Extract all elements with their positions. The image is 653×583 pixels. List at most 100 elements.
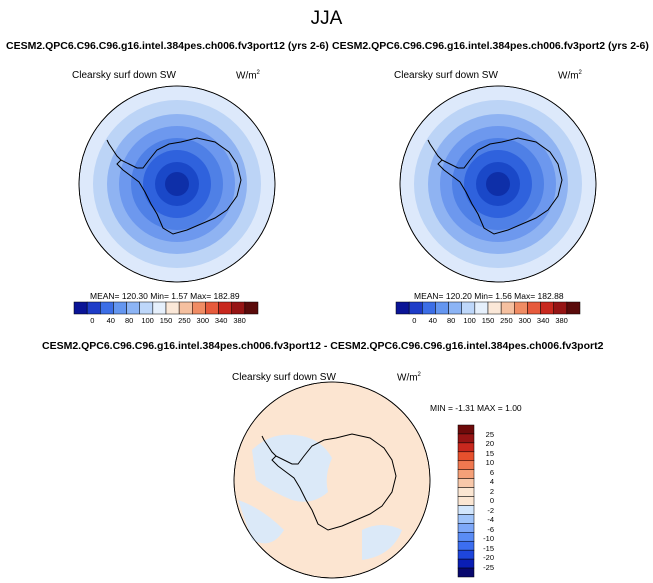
colorbar-swatch xyxy=(553,301,568,315)
colorbar-swatch xyxy=(514,301,528,315)
colorbar-tick-label: 15 xyxy=(485,448,494,458)
colorbar-tick-label: -10 xyxy=(483,534,494,543)
colorbar-swatch xyxy=(113,301,127,315)
peninsula-coastline xyxy=(106,139,122,161)
panel2-variable: Clearsky surf down SW xyxy=(394,70,498,81)
colorbar-swatch xyxy=(422,301,436,315)
panel2-title: CESM2.QPC6.C96.C96.g16.intel.384pes.ch00… xyxy=(332,40,649,52)
colorbar-tick-label: 0 xyxy=(90,316,95,325)
colorbar-tick-label: 100 xyxy=(141,316,154,325)
colorbar-swatch xyxy=(126,301,140,315)
diff-variable: Clearsky surf down SW xyxy=(232,372,336,383)
colorbar-swatch xyxy=(457,558,475,569)
colorbar-tick-label: 300 xyxy=(518,316,532,325)
colorbar-tick-label: 380 xyxy=(233,316,246,325)
colorbar-swatch xyxy=(457,433,475,444)
colorbar-swatch xyxy=(457,469,475,479)
colorbar-tick-label: 20 xyxy=(485,439,494,448)
colorbar-tick-label: 340 xyxy=(536,316,550,325)
colorbar-swatch xyxy=(152,301,167,315)
panel1-stats: MEAN= 120.30 Min= 1.57 Max= 182.89 xyxy=(90,291,240,301)
map-border xyxy=(233,381,431,579)
colorbar-tick-label: 0 xyxy=(489,496,494,505)
diff-colorbar-ticks: 25 20 15 10 6 4 2 0 -2 -4 -6 -10 -15 -20 -25 xyxy=(474,425,498,577)
colorbar-tick-label: 250 xyxy=(178,316,191,325)
colorbar-tick-label: 100 xyxy=(463,316,476,325)
contour-band xyxy=(165,172,189,196)
colorbar-swatch xyxy=(178,301,193,315)
diff-title: CESM2.QPC6.C96.C96.g16.intel.384pes.ch00… xyxy=(42,340,604,352)
colorbar-swatch xyxy=(457,424,475,435)
colorbar-swatch xyxy=(139,301,154,315)
colorbar-swatch xyxy=(457,549,475,560)
colorbar-swatch xyxy=(395,301,410,315)
panel2-stats: MEAN= 120.20 Min= 1.56 Max= 182.88 xyxy=(414,291,564,301)
panel1-colorbar xyxy=(73,301,259,315)
panel1-colorbar-ticks: 0 40 80 100 150 250 300 340 380 xyxy=(74,316,258,328)
colorbar-swatch xyxy=(457,505,475,515)
colorbar-swatch xyxy=(474,301,489,315)
peninsula-coastline xyxy=(261,435,277,457)
negative-anomaly-patch xyxy=(362,525,402,560)
colorbar-tick-label: 0 xyxy=(412,316,417,325)
colorbar-tick-label: 250 xyxy=(500,316,513,325)
colorbar-swatch xyxy=(457,496,475,506)
panel1-map xyxy=(78,85,276,283)
panel2-colorbar xyxy=(395,301,581,315)
colorbar-swatch xyxy=(540,301,554,315)
colorbar-swatch xyxy=(408,301,423,315)
colorbar-tick-label: 6 xyxy=(489,467,494,477)
diff-map xyxy=(233,381,431,579)
colorbar-tick-label: -2 xyxy=(487,505,494,515)
colorbar-swatch xyxy=(487,301,502,315)
colorbar-tick-label: 4 xyxy=(489,477,494,486)
colorbar-swatch xyxy=(100,301,114,315)
colorbar-tick-label: 150 xyxy=(481,316,495,325)
colorbar-swatch xyxy=(457,442,475,453)
colorbar-tick-label: -20 xyxy=(483,553,494,562)
diff-units: W/m2 xyxy=(397,372,421,384)
panel2-colorbar-ticks: 0 40 80 100 150 250 300 340 380 xyxy=(396,316,580,328)
panel1-variable: Clearsky surf down SW xyxy=(72,70,176,81)
colorbar-swatch xyxy=(457,523,475,533)
colorbar-swatch xyxy=(500,301,515,315)
contour-band xyxy=(486,172,510,196)
colorbar-swatch xyxy=(457,487,475,497)
diff-stats: MIN = -1.31 MAX = 1.00 xyxy=(430,403,522,413)
colorbar-swatch xyxy=(218,301,232,315)
panel2-map xyxy=(399,85,597,283)
diff-colorbar xyxy=(457,424,475,578)
colorbar-tick-label: 300 xyxy=(196,316,210,325)
panel2-units: W/m2 xyxy=(558,70,582,82)
colorbar-swatch xyxy=(457,567,475,578)
colorbar-tick-label: 40 xyxy=(428,316,437,325)
colorbar-swatch xyxy=(435,301,449,315)
colorbar-tick-label: 40 xyxy=(106,316,115,325)
colorbar-swatch xyxy=(457,460,475,470)
colorbar-swatch xyxy=(86,301,101,315)
colorbar-swatch xyxy=(457,451,475,462)
colorbar-swatch xyxy=(566,301,581,315)
colorbar-swatch xyxy=(165,301,180,315)
colorbar-swatch xyxy=(231,301,246,315)
panel1-units: W/m2 xyxy=(236,70,260,82)
colorbar-tick-label: 10 xyxy=(485,458,494,467)
colorbar-tick-label: 2 xyxy=(489,486,494,496)
colorbar-tick-label: 25 xyxy=(485,429,494,439)
colorbar-tick-label: 80 xyxy=(447,316,456,325)
colorbar-tick-label: -25 xyxy=(483,562,494,572)
colorbar-swatch xyxy=(527,301,541,315)
colorbar-swatch xyxy=(457,540,475,551)
colorbar-swatch xyxy=(461,301,476,315)
colorbar-swatch xyxy=(457,514,475,524)
antarctica-coastline xyxy=(437,137,563,235)
colorbar-tick-label: -15 xyxy=(483,543,494,553)
colorbar-tick-label: -4 xyxy=(487,515,494,524)
map-border xyxy=(399,85,597,283)
colorbar-swatch xyxy=(457,532,475,542)
colorbar-tick-label: 340 xyxy=(214,316,228,325)
map-border xyxy=(78,85,276,283)
colorbar-tick-label: 150 xyxy=(159,316,173,325)
colorbar-swatch xyxy=(244,301,259,315)
colorbar-swatch xyxy=(73,301,88,315)
